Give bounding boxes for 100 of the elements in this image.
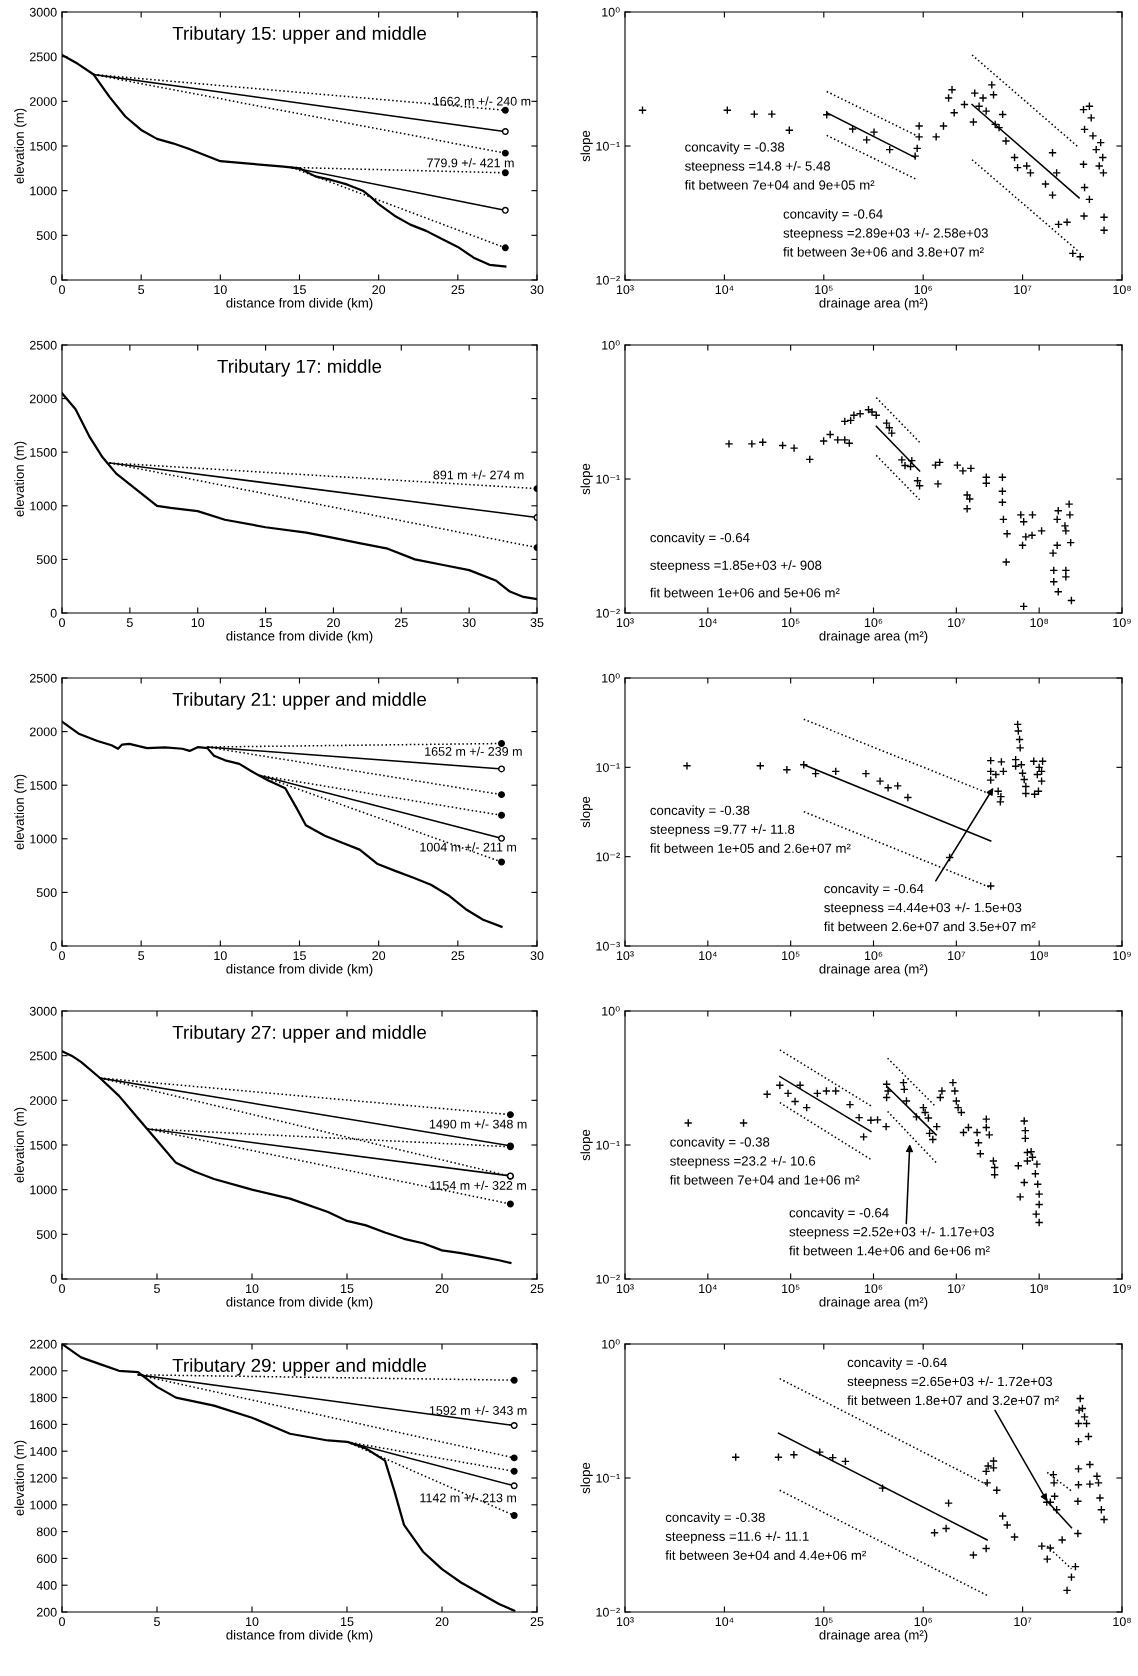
y-tick-label: 10⁻² (596, 1607, 620, 1617)
y-tick-label: 1000 (30, 1185, 57, 1195)
y-tick-label: 2000 (29, 394, 57, 404)
annotation: concavity = -0.38 steepness =9.77 +/- 11.8 fit between 1e+05 and 2.6e+07 m² (650, 805, 851, 853)
x-axis-title: distance from divide (km) (226, 1296, 373, 1310)
x-tick-label: 10⁶ (864, 1284, 883, 1294)
x-tick-label: 10⁸ (1030, 951, 1049, 961)
y-tick-label: 200 (36, 1607, 57, 1617)
x-tick-label: 15 (341, 1617, 354, 1627)
text: Tributary 17: middle (217, 359, 382, 377)
x-tick-label: 25 (530, 1617, 544, 1627)
x-tick-label: 10⁹ (1113, 1284, 1131, 1294)
y-axis-title: elevation (m) (14, 1440, 27, 1516)
y-tick-label: 500 (36, 888, 57, 898)
y-tick-label: 2000 (29, 1366, 57, 1376)
y-tick-label: 400 (36, 1581, 57, 1590)
x-tick-label: 0 (59, 1284, 65, 1294)
x-tick-label: 30 (530, 285, 544, 295)
x-tick-label: 20 (435, 1284, 449, 1294)
text: Tributary 29: upper and middle (172, 1358, 426, 1376)
text: Tributary 27: upper and middle (172, 1025, 426, 1043)
x-tick-label: 10 (214, 285, 227, 295)
y-tick-label: 10⁰ (602, 7, 620, 17)
y-tick-label: 10⁻² (596, 608, 620, 618)
x-tick-label: 10⁵ (782, 951, 800, 961)
y-tick-label: 500 (36, 555, 57, 565)
x-tick-label: 5 (154, 1617, 160, 1627)
x-tick-label: 25 (394, 618, 408, 628)
y-axis-title: slope (580, 1462, 593, 1494)
x-tick-label: 15 (293, 285, 306, 295)
x-axis-title: drainage area (m²) (819, 963, 928, 977)
y-tick-label: 2500 (29, 673, 57, 683)
y-tick-label: 0 (50, 1274, 57, 1284)
y-tick-label: 1500 (30, 141, 57, 151)
y-tick-label: 10⁻¹ (596, 141, 620, 151)
y-tick-label: 0 (50, 275, 57, 285)
annotation: concavity = -0.38 steepness =23.2 +/- 10.6 fit between 7e+04 and 1e+06 m² (669, 1136, 860, 1185)
x-tick-label: 20 (435, 1617, 449, 1627)
y-tick-label: 2000 (29, 727, 57, 737)
x-tick-label: 25 (530, 1284, 544, 1294)
annotation: concavity = -0.64 steepness =4.44e+03 +/- 1.5e+03 fit between 2.6e+07 and 3.5e+07 m² (823, 883, 1036, 932)
annotation: 779.9 +/- 421 m (427, 158, 514, 168)
x-tick-label: 10⁵ (815, 285, 833, 295)
y-tick-label: 1000 (30, 186, 57, 196)
x-tick-label: 10 (214, 951, 227, 961)
y-tick-label: 0 (50, 608, 57, 618)
annotation: 1652 m +/- 239 m (425, 746, 522, 756)
x-tick-label: 10³ (616, 1284, 634, 1294)
x-tick-label: 10⁹ (1113, 618, 1131, 628)
x-tick-label: 10⁵ (815, 1617, 833, 1627)
x-tick-label: 10⁶ (864, 618, 883, 628)
x-axis-title: drainage area (m²) (819, 1296, 928, 1310)
y-tick-label: 1000 (30, 501, 57, 511)
x-axis-title: distance from divide (km) (226, 630, 373, 644)
y-tick-label: 2000 (29, 97, 57, 106)
x-tick-label: 30 (530, 951, 544, 961)
x-tick-label: 0 (59, 951, 65, 961)
annotation: 1490 m +/- 348 m (429, 1119, 527, 1129)
x-tick-label: 10⁸ (1113, 285, 1131, 295)
annotation: 891 m +/- 274 m (433, 470, 524, 480)
y-tick-label: 500 (36, 231, 57, 240)
x-tick-label: 10 (246, 1284, 259, 1294)
y-tick-label: 10⁰ (602, 1339, 620, 1349)
x-tick-label: 5 (154, 1284, 160, 1294)
x-tick-label: 10⁵ (782, 618, 800, 628)
y-tick-label: 2200 (29, 1339, 57, 1349)
x-tick-label: 10⁷ (1014, 285, 1032, 295)
y-tick-label: 2500 (29, 340, 57, 350)
x-tick-label: 10³ (616, 1617, 634, 1627)
x-tick-label: 30 (462, 618, 476, 628)
x-tick-label: 35 (530, 618, 544, 628)
x-tick-label: 10⁴ (715, 1617, 734, 1627)
x-tick-label: 0 (59, 285, 65, 295)
y-tick-label: 10⁻¹ (596, 763, 620, 772)
x-tick-label: 10⁷ (948, 1284, 966, 1294)
y-tick-label: 1600 (30, 1420, 57, 1430)
y-axis-title: elevation (m) (14, 1107, 27, 1183)
annotation: concavity = -0.64 steepness =2.52e+03 +/- 1.17e+03 fit between 1.4e+06 and 6e+06 m² (789, 1207, 994, 1256)
x-tick-label: 20 (327, 618, 340, 628)
annotation: concavity = -0.38 steepness =14.8 +/- 5.48 fit between 7e+04 and 9e+05 m² (684, 141, 875, 190)
y-tick-label: 3000 (29, 1006, 57, 1016)
y-tick-label: 1000 (30, 1500, 57, 1510)
x-tick-label: 15 (293, 951, 306, 961)
y-tick-label: 500 (36, 1230, 57, 1239)
x-tick-label: 25 (451, 951, 465, 961)
y-axis-title: elevation (m) (14, 774, 27, 850)
x-tick-label: 25 (451, 285, 465, 295)
y-axis-title: slope (580, 796, 593, 828)
x-tick-label: 10⁶ (914, 1617, 932, 1627)
x-tick-label: 15 (259, 618, 272, 628)
x-tick-label: 10⁴ (715, 285, 734, 295)
x-tick-label: 15 (341, 1284, 354, 1294)
y-axis-title: slope (580, 463, 593, 495)
annotation: 1154 m +/- 322 m (430, 1180, 526, 1190)
y-axis-title: slope (580, 130, 593, 162)
y-tick-label: 10⁰ (602, 1006, 620, 1016)
y-tick-label: 2500 (29, 52, 57, 62)
y-axis-title: elevation (m) (14, 441, 27, 517)
y-tick-label: 1800 (30, 1393, 57, 1403)
x-axis-title: distance from divide (km) (226, 963, 373, 977)
